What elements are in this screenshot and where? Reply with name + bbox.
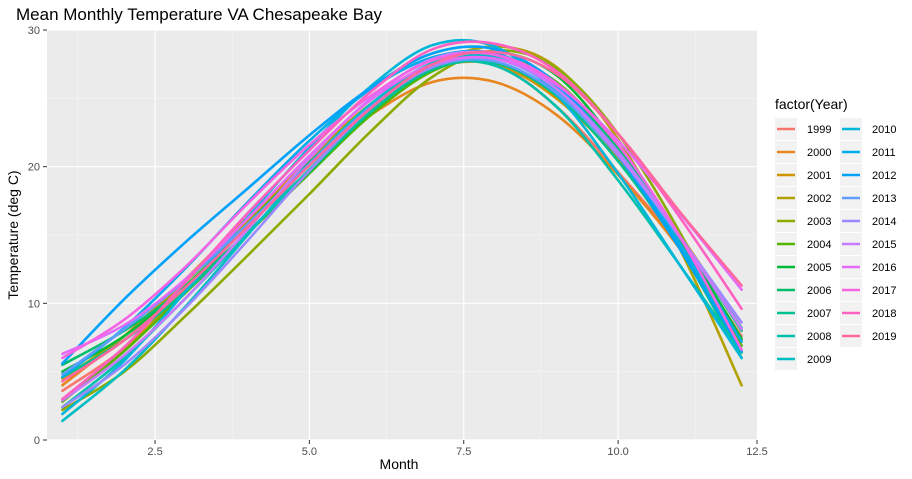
- legend-label-2000: 2000: [807, 147, 831, 159]
- legend-label-2012: 2012: [872, 170, 896, 182]
- legend-label-2019: 2019: [872, 331, 896, 343]
- x-tick-label: 12.5: [746, 446, 767, 458]
- legend-label-2010: 2010: [872, 124, 896, 136]
- y-tick-label: 30: [28, 25, 40, 37]
- legend-label-2006: 2006: [807, 285, 831, 297]
- legend-label-2007: 2007: [807, 308, 831, 320]
- legend-label-2008: 2008: [807, 331, 831, 343]
- chart-title: Mean Monthly Temperature VA Chesapeake B…: [16, 5, 383, 24]
- x-tick-label: 10.0: [607, 446, 628, 458]
- legend-label-2013: 2013: [872, 193, 896, 205]
- legend-label-2011: 2011: [872, 147, 896, 159]
- x-axis-ticks: 2.5 5.0 7.5 10.0 12.5: [147, 440, 768, 458]
- legend-title: factor(Year): [775, 96, 848, 112]
- y-axis-title: Temperature (deg C): [5, 170, 21, 299]
- series-line-2017: [61, 51, 743, 360]
- legend-label-2009: 2009: [807, 354, 831, 366]
- y-tick-label: 0: [34, 435, 40, 447]
- x-tick-label: 2.5: [147, 446, 162, 458]
- series-line-2016: [61, 55, 743, 356]
- y-axis-ticks: 0 10 20 30: [28, 25, 47, 447]
- legend-label-2017: 2017: [872, 285, 896, 297]
- x-axis-title: Month: [380, 456, 419, 472]
- legend: 1999 2000 2001 2002 2003 2004 2005 2006 2007 2008…: [775, 118, 896, 370]
- legend-label-2014: 2014: [872, 216, 896, 228]
- legend-label-2001: 2001: [807, 170, 831, 182]
- legend-label-2015: 2015: [872, 239, 896, 251]
- legend-label-2018: 2018: [872, 308, 896, 320]
- legend-label-2016: 2016: [872, 262, 896, 274]
- y-tick-label: 20: [28, 162, 40, 174]
- series-line-2019: [61, 50, 743, 383]
- x-tick-label: 7.5: [456, 446, 471, 458]
- y-tick-label: 10: [28, 298, 40, 310]
- legend-label-1999: 1999: [807, 124, 831, 136]
- legend-label-2002: 2002: [807, 193, 831, 205]
- series-line-2010: [61, 38, 743, 416]
- legend-label-2004: 2004: [807, 239, 831, 251]
- series-lines: [61, 38, 743, 423]
- x-tick-label: 5.0: [302, 446, 317, 458]
- legend-label-2003: 2003: [807, 216, 831, 228]
- legend-label-2005: 2005: [807, 262, 831, 274]
- grid-lines: [47, 29, 757, 441]
